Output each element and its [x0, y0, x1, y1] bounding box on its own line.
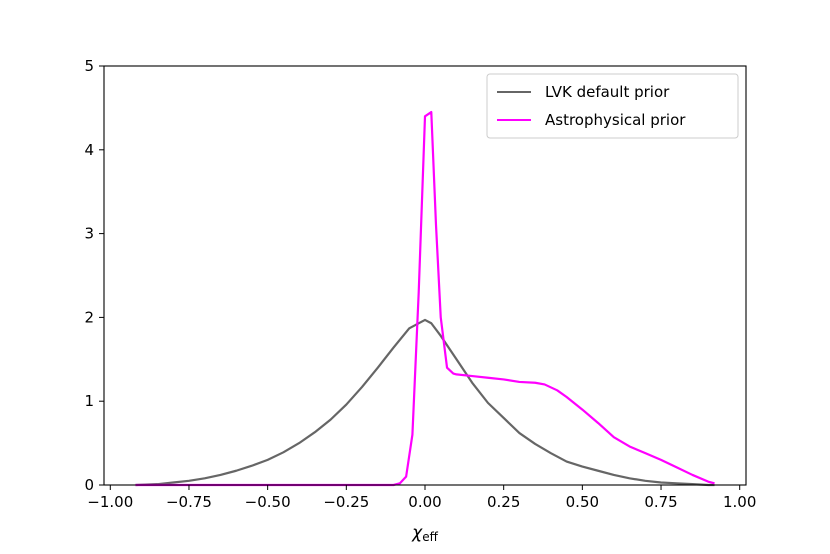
- x-tick-label: −0.75: [166, 493, 212, 511]
- legend-label-astrophysical-prior: Astrophysical prior: [545, 111, 686, 129]
- series-line-astrophysical-prior: [135, 110, 715, 487]
- x-tick-label: 0.50: [566, 493, 599, 511]
- series-line-lvk-default-prior: [135, 318, 715, 487]
- x-tick-label: 0.00: [408, 493, 441, 511]
- x-axis-label-main: χ: [411, 523, 423, 543]
- y-tick-label: 0: [84, 476, 94, 494]
- y-tick-label: 4: [84, 141, 94, 159]
- y-tick-label: 5: [84, 57, 94, 75]
- x-tick-label: −0.25: [323, 493, 369, 511]
- series-layer: [135, 110, 715, 487]
- x-tick-label: 1.00: [723, 493, 756, 511]
- legend: LVK default prior Astrophysical prior: [486, 73, 739, 139]
- y-tick-label: 1: [84, 392, 94, 410]
- legend-box: [486, 73, 739, 139]
- legend-label-lvk-default-prior: LVK default prior: [545, 83, 670, 101]
- x-tick-label: 0.75: [644, 493, 677, 511]
- y-tick-label: 2: [84, 308, 94, 326]
- y-tick-label: 3: [84, 225, 94, 243]
- x-axis: −1.00 −0.75 −0.50 −0.25 0.00 0.25 0.50 0.75 1.00: [87, 485, 756, 511]
- x-tick-label: 0.25: [487, 493, 520, 511]
- x-axis-label-subscript: eff: [422, 530, 438, 544]
- x-tick-label: −0.50: [245, 493, 291, 511]
- y-axis: 0 1 2 3 4 5: [84, 57, 104, 494]
- x-axis-label: χeff: [411, 523, 438, 544]
- x-tick-label: −1.00: [87, 493, 133, 511]
